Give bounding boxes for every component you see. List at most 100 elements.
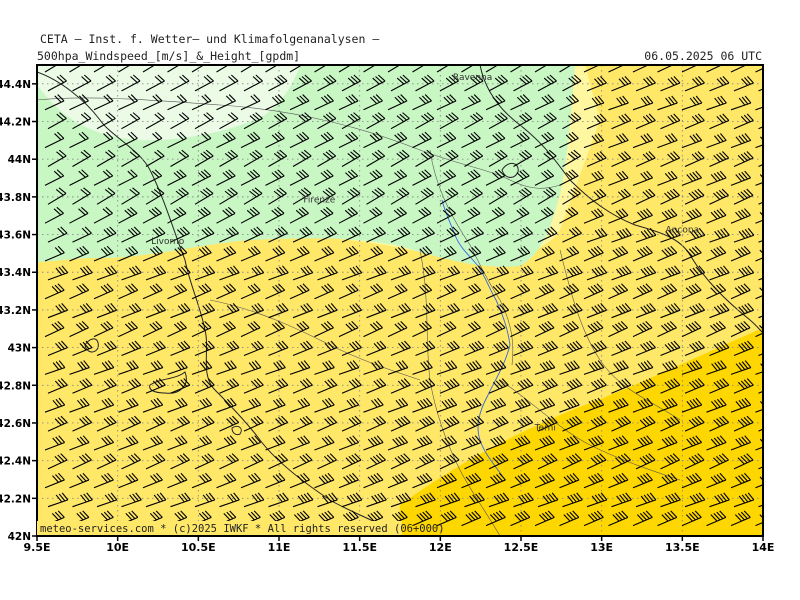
- wind-barb: [586, 227, 608, 243]
- wind-barb: [390, 303, 412, 319]
- wind-barb: [755, 173, 763, 186]
- wind-barb: [534, 283, 555, 300]
- wind-barb: [758, 382, 763, 394]
- wind-barb: [562, 340, 583, 357]
- wind-barb: [488, 149, 508, 167]
- wind-barb: [142, 472, 163, 489]
- wind-barb: [268, 187, 287, 205]
- wind-barb: [635, 378, 656, 394]
- wind-barb: [415, 415, 436, 432]
- wind-barb: [464, 149, 484, 167]
- wind-barb: [709, 265, 730, 281]
- wind-barb: [559, 320, 579, 338]
- wind-barb: [684, 415, 705, 432]
- wind-barb: [436, 169, 457, 186]
- wind-barb: [366, 187, 385, 205]
- wind-barb: [338, 94, 359, 111]
- wind-barb: [660, 453, 680, 470]
- wind-barb: [660, 188, 680, 205]
- wind-barb: [93, 472, 114, 489]
- wind-barb: [341, 265, 363, 281]
- wind-barb: [611, 378, 632, 394]
- wind-barb: [265, 169, 285, 186]
- wind-barb: [366, 415, 387, 432]
- wind-barb: [268, 340, 289, 357]
- wind-barb: [657, 133, 678, 149]
- wind-barb: [390, 149, 410, 167]
- wind-barb: [170, 112, 190, 130]
- wind-barb: [537, 149, 557, 167]
- wind-barb: [709, 75, 730, 92]
- wind-barb: [758, 155, 763, 168]
- wind-barb: [439, 265, 461, 281]
- wind-barb: [216, 65, 230, 73]
- wind-barb: [534, 169, 555, 186]
- wind-barb: [439, 378, 460, 394]
- wind-barb: [363, 94, 383, 111]
- wind-barb: [706, 510, 727, 527]
- wind-barb: [758, 504, 763, 508]
- lat-label: 42.6N: [0, 418, 31, 430]
- map-subtitle: 500hpa_Windspeed_[m/s]_&_Height_[gpdm]: [37, 49, 301, 63]
- wind-barb: [47, 453, 68, 470]
- wind-barb: [657, 360, 678, 375]
- wind-barb: [611, 75, 632, 92]
- wind-barb: [635, 75, 656, 92]
- wind-barb: [461, 283, 482, 300]
- wind-barb: [709, 415, 730, 432]
- wind-barb: [632, 397, 654, 413]
- wind-barb: [733, 340, 754, 357]
- wind-barb: [142, 245, 163, 262]
- wind-barb: [439, 74, 459, 92]
- wind-barb: [93, 320, 114, 338]
- wind-barb: [69, 320, 89, 338]
- wind-barb: [632, 360, 654, 375]
- wind-barb: [706, 397, 727, 413]
- wind-barb: [243, 415, 264, 432]
- wind-barb: [194, 378, 215, 394]
- wind-barb: [387, 360, 409, 375]
- wind-barb: [72, 187, 91, 205]
- wind-barb: [314, 472, 335, 489]
- wind-barb: [632, 435, 654, 451]
- wind-barb: [461, 435, 482, 451]
- wind-barb: [268, 492, 289, 508]
- wind-barb: [608, 397, 629, 413]
- wind-barb: [464, 112, 484, 130]
- wind-barb: [730, 320, 751, 338]
- wind-barb: [755, 106, 763, 111]
- wind-barb: [121, 453, 141, 470]
- wind-barb: [436, 435, 458, 451]
- wind-barb: [167, 245, 188, 262]
- wind-barb: [268, 378, 289, 394]
- wind-barb: [513, 492, 534, 508]
- axis-ticks: [32, 83, 764, 541]
- wind-barb: [289, 206, 309, 224]
- wind-barb: [464, 187, 483, 205]
- wind-barb: [559, 206, 579, 224]
- wind-barb: [485, 131, 506, 149]
- wind-barb: [559, 435, 580, 451]
- wind-barb: [436, 65, 450, 73]
- wind-barb: [167, 320, 187, 338]
- wind-barb: [586, 340, 607, 357]
- wind-barb: [317, 265, 338, 281]
- wind-barb: [265, 65, 279, 73]
- wind-barb: [681, 170, 703, 186]
- wind-barb: [265, 131, 285, 149]
- wind-barb: [390, 74, 410, 92]
- wind-barb: [439, 453, 460, 470]
- wind-barb: [485, 283, 506, 300]
- wind-barb: [733, 265, 755, 281]
- wind-barb: [608, 245, 629, 262]
- wind-barb: [660, 340, 681, 357]
- lon-label: 10.5E: [181, 541, 216, 554]
- wind-barb: [240, 360, 262, 375]
- wind-barb: [608, 283, 629, 300]
- wind-barb: [72, 340, 93, 357]
- wind-barb: [96, 303, 118, 319]
- wind-barb: [439, 303, 461, 319]
- wind-barb: [44, 94, 65, 111]
- wind-barb: [706, 472, 727, 489]
- lat-label: 44N: [8, 154, 31, 166]
